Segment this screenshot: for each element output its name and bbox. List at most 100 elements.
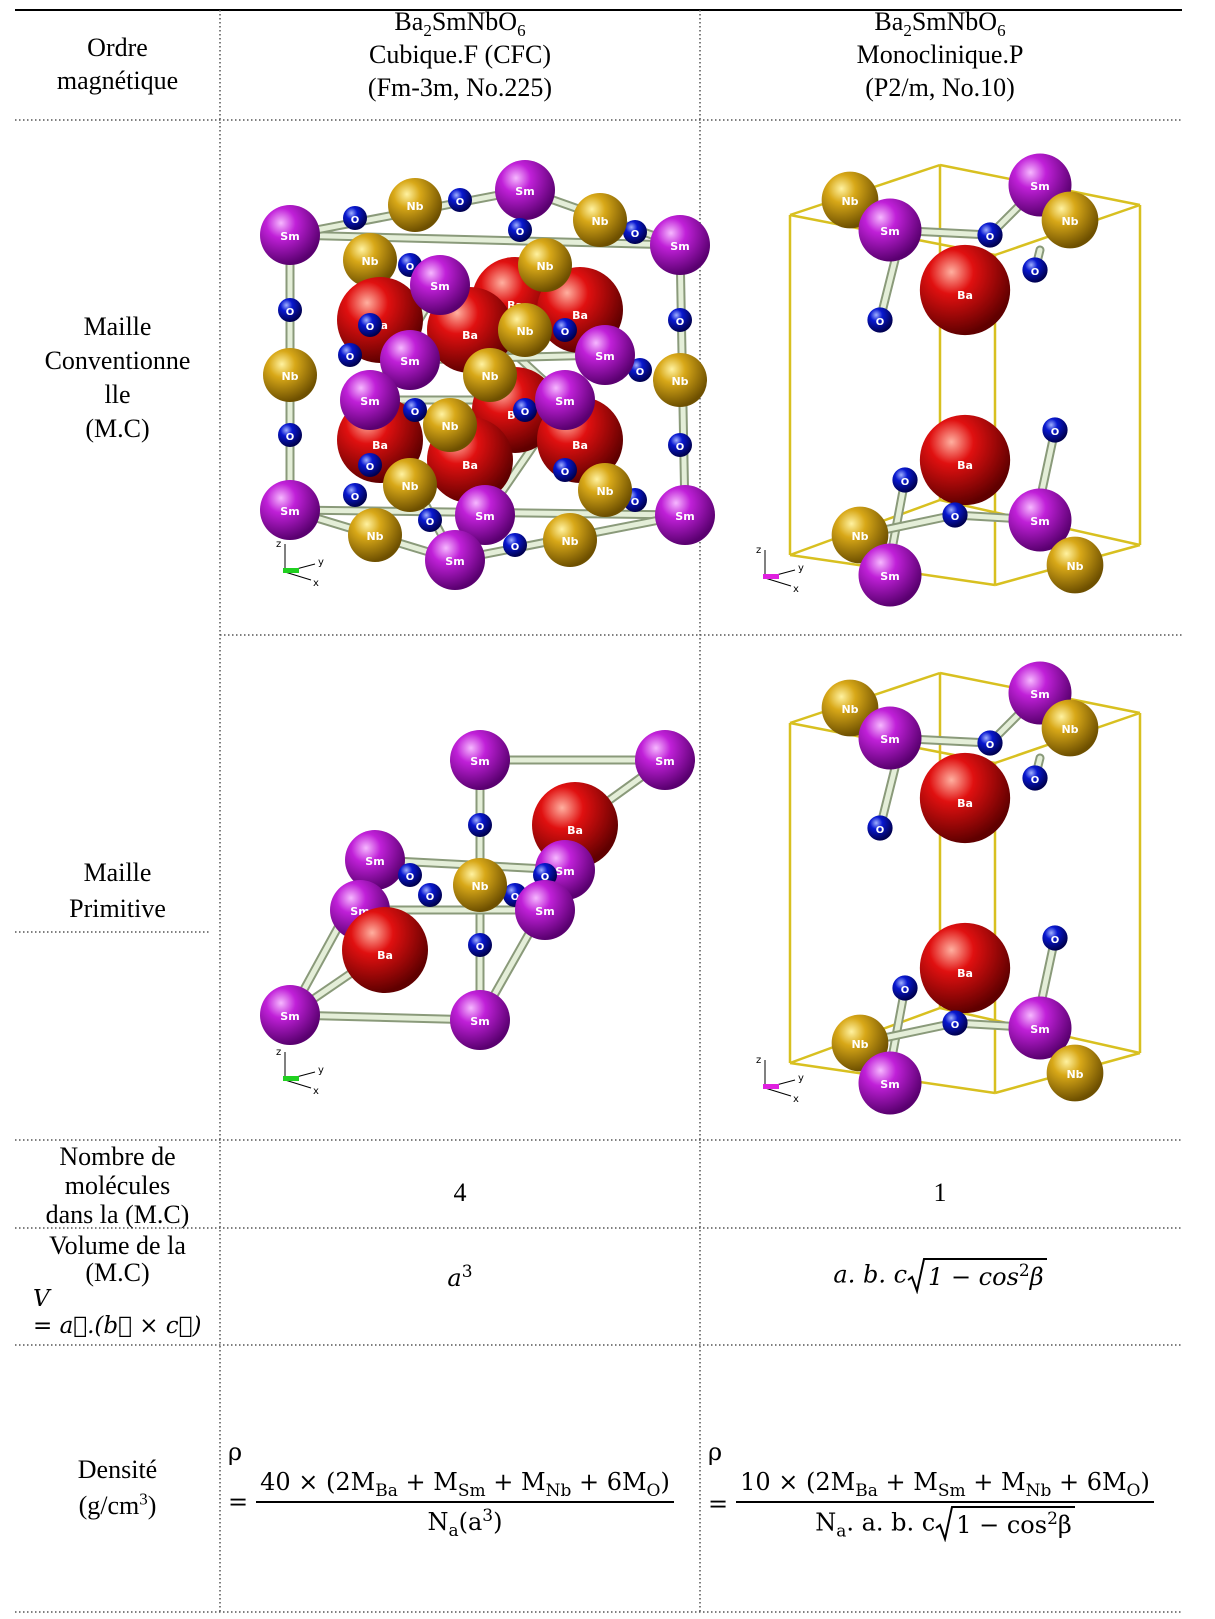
structure-image: OOOOOSmSmNbNbOOOBaBaBaBaSmNbNbOOONbSmBaB…	[260, 160, 715, 590]
axis-label: y	[318, 1065, 324, 1076]
atom-label: Nb	[1066, 560, 1083, 573]
atom-label: Sm	[880, 225, 899, 238]
atom-label: O	[366, 462, 375, 473]
atom-label: Sm	[280, 1010, 299, 1023]
atom-label: O	[476, 942, 485, 953]
text-run: Volume de la	[49, 1231, 186, 1260]
text-run: Maille	[84, 858, 152, 887]
text-line: magnétique	[15, 64, 220, 97]
atom-label: Sm	[555, 395, 574, 408]
atom-label: Sm	[880, 1078, 899, 1091]
text-run: magnétique	[57, 66, 178, 95]
axis-origin	[763, 1084, 779, 1089]
page: OOOOOSmSmNbNbOOOBaBaBaBaSmNbNbOOONbSmBaB…	[0, 0, 1215, 1619]
text-run: lle	[105, 380, 131, 409]
root-stroke	[936, 1507, 953, 1539]
header-cell: Ordremagnétique	[15, 31, 220, 97]
atom-label: Sm	[360, 395, 379, 408]
cell-value: 1	[700, 1176, 1180, 1209]
text-run: Conventionne	[45, 346, 191, 375]
atom-label: Sm	[535, 905, 554, 918]
text-run: Maille	[84, 312, 152, 341]
fraction: 10 × (2MBa + MSm + MNb + 6MO)Na. a. b. c…	[736, 1466, 1154, 1542]
text-run: β	[1058, 1511, 1072, 1539]
atom-label: Nb	[516, 325, 533, 338]
axis-label: z	[756, 545, 761, 556]
text-run: )	[1140, 1468, 1149, 1496]
table-art: OOOOOSmSmNbNbOOOBaBaBaBaSmNbNbOOONbSmBaB…	[0, 0, 1215, 1619]
text-run: )	[660, 1468, 669, 1496]
text-run: Nb	[546, 1481, 572, 1501]
text-run: β	[1030, 1263, 1044, 1291]
text-line: Maille	[15, 855, 220, 891]
atom-label: O	[951, 1020, 960, 1031]
text-run: a. b. c	[833, 1261, 907, 1289]
axis-label: z	[756, 1055, 761, 1066]
axis-label: x	[313, 1086, 319, 1097]
text-run: Ba	[855, 1481, 878, 1501]
atom-label: O	[561, 327, 570, 338]
atom-label: O	[286, 307, 295, 318]
atom-label: Ba	[957, 797, 973, 810]
atom-label: O	[636, 367, 645, 378]
atom-label: Nb	[671, 375, 688, 388]
atom-label: O	[456, 197, 465, 208]
text-line: Monoclinique.P	[700, 38, 1180, 71]
atom-label: Nb	[366, 530, 383, 543]
root-stroke	[908, 1259, 925, 1291]
atom-label: Sm	[515, 185, 534, 198]
text-line: = a⃗.(b⃗ × c⃗)	[15, 1313, 220, 1340]
square-root: 1 − cos2β	[935, 1506, 1075, 1542]
text-line: Densité	[15, 1452, 220, 1488]
atom-label: Sm	[475, 510, 494, 523]
atom-label: O	[351, 492, 360, 503]
atom-label: O	[426, 517, 435, 528]
density-formula: ρ=10 × (2MBa + MSm + MNb + 6MO)Na. a. b.…	[708, 1438, 1178, 1542]
text-line: (M.C)	[15, 1259, 220, 1286]
atom-label: O	[476, 822, 485, 833]
equals: =	[228, 1486, 248, 1519]
text-run: = a⃗.(b⃗ × c⃗)	[33, 1313, 201, 1339]
atom-label: Nb	[441, 420, 458, 433]
text-line: Ba2SmNbO6	[700, 5, 1180, 38]
text-line: (M.C)	[15, 412, 220, 446]
atom-label: O	[411, 407, 420, 418]
atom-label: Nb	[1061, 215, 1078, 228]
text-run: + 6M	[571, 1468, 646, 1496]
text-run: V	[33, 1286, 50, 1312]
atom-label: O	[1051, 427, 1060, 438]
text-run: N	[815, 1509, 836, 1537]
atom-label: O	[986, 740, 995, 751]
text-run: N	[427, 1508, 448, 1536]
text-run: SmNbO	[912, 7, 997, 36]
text-run: Cubique.F (CFC)	[369, 40, 551, 69]
axis	[765, 1088, 791, 1096]
cell-value: 4	[220, 1176, 700, 1209]
text-run: Densité	[78, 1455, 157, 1484]
text-run: a	[836, 1521, 846, 1541]
text-run: (g/cm	[79, 1491, 140, 1520]
text-run: Sm	[458, 1481, 486, 1501]
text-run: + M	[878, 1468, 938, 1496]
atom-label: O	[561, 467, 570, 478]
text-run: Ba	[874, 7, 903, 36]
atom-label: Nb	[471, 880, 488, 893]
density-formula: ρ=40 × (2MBa + MSm + MNb + 6MO)Na(a3)	[228, 1438, 696, 1538]
atom-label: O	[676, 442, 685, 453]
atom-label: Sm	[280, 505, 299, 518]
atom-label: Ba	[372, 439, 388, 452]
atom-label: Nb	[596, 485, 613, 498]
atom-label: Sm	[595, 350, 614, 363]
axis-label: x	[793, 584, 799, 595]
atom-label: O	[366, 322, 375, 333]
atom-label: Sm	[280, 230, 299, 243]
atom-label: Nb	[1061, 723, 1078, 736]
text-run: (Fm-3m, No.225)	[368, 73, 552, 102]
text-run: )	[493, 1508, 502, 1536]
text-run: Monoclinique.P	[857, 40, 1024, 69]
rho: ρ	[708, 1438, 1178, 1466]
atom-label: Ba	[957, 459, 973, 472]
text-line: V	[15, 1286, 220, 1313]
radicand: 1 − cos2β	[925, 1258, 1047, 1294]
text-line: (Fm-3m, No.225)	[220, 71, 700, 104]
